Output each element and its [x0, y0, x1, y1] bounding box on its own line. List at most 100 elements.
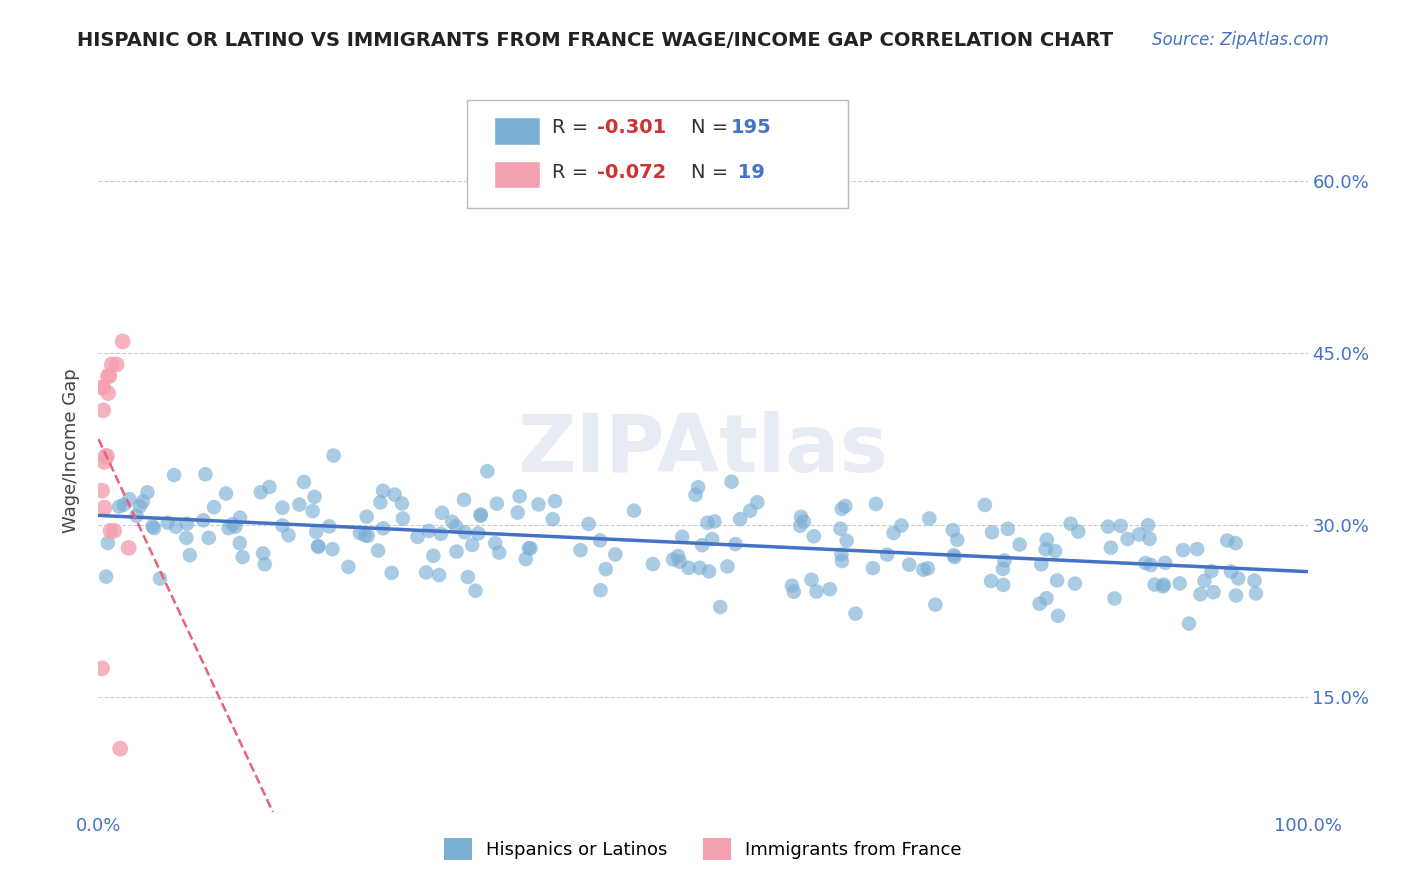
Point [1243, 574, 1265, 588]
Point [1046, 574, 1069, 588]
Point [716, 559, 738, 574]
Point [149, 572, 172, 586]
Point [125, 508, 148, 523]
Point [97, 386, 120, 401]
Point [685, 488, 707, 502]
Point [1008, 537, 1031, 551]
Point [831, 502, 853, 516]
Point [783, 584, 806, 599]
Point [830, 548, 852, 562]
Point [288, 498, 311, 512]
Point [747, 495, 769, 509]
Point [484, 536, 506, 550]
Point [1152, 579, 1174, 593]
Point [97, 536, 120, 550]
FancyBboxPatch shape [494, 161, 540, 188]
Point [1202, 585, 1225, 599]
Point [1220, 565, 1243, 579]
Point [666, 549, 689, 563]
Point [392, 511, 415, 525]
Point [218, 521, 240, 535]
Point [943, 549, 966, 564]
Point [307, 539, 329, 553]
Point [876, 548, 898, 562]
Text: -0.301: -0.301 [596, 118, 666, 137]
Point [1028, 597, 1050, 611]
Point [453, 492, 475, 507]
Point [1225, 589, 1247, 603]
Point [862, 561, 884, 575]
Point [305, 524, 328, 539]
Point [803, 529, 825, 543]
Point [1216, 533, 1239, 548]
Point [997, 522, 1019, 536]
Legend: Hispanics or Latinos, Immigrants from France: Hispanics or Latinos, Immigrants from Fr… [437, 831, 969, 868]
Point [865, 497, 887, 511]
Point [98, 368, 121, 383]
Point [1135, 556, 1157, 570]
Point [93, 455, 115, 469]
Point [94, 449, 117, 463]
Point [1227, 571, 1250, 585]
Point [96, 449, 118, 463]
Point [470, 508, 492, 523]
Point [406, 530, 429, 544]
Point [1036, 533, 1059, 547]
Point [215, 486, 238, 500]
Point [91, 403, 114, 417]
Point [834, 499, 856, 513]
Point [1128, 527, 1150, 541]
Point [946, 533, 969, 547]
Point [1059, 516, 1081, 531]
Point [700, 532, 723, 546]
Text: HISPANIC OR LATINO VS IMMIGRANTS FROM FRANCE WAGE/INCOME GAP CORRELATION CHART: HISPANIC OR LATINO VS IMMIGRANTS FROM FR… [77, 31, 1114, 50]
Point [697, 565, 720, 579]
Text: 19: 19 [731, 163, 765, 182]
Point [544, 494, 567, 508]
Point [252, 546, 274, 560]
Point [367, 543, 389, 558]
Point [517, 541, 540, 556]
Point [322, 449, 344, 463]
Point [898, 558, 921, 572]
Point [112, 498, 135, 512]
Point [973, 498, 995, 512]
Point [662, 552, 685, 566]
Point [142, 519, 165, 533]
Point [917, 561, 939, 575]
Point [229, 536, 252, 550]
Point [118, 492, 141, 507]
Point [193, 513, 215, 527]
Point [595, 562, 617, 576]
Point [806, 584, 828, 599]
Point [179, 548, 201, 562]
Point [942, 523, 965, 537]
Point [271, 518, 294, 533]
Point [277, 528, 299, 542]
Point [457, 570, 479, 584]
Point [993, 578, 1015, 592]
Point [485, 497, 508, 511]
Point [100, 358, 122, 372]
Point [470, 508, 492, 522]
Point [136, 485, 159, 500]
Point [1225, 536, 1247, 550]
Point [918, 511, 941, 525]
Point [197, 531, 219, 545]
Point [176, 531, 198, 545]
Point [94, 569, 117, 583]
Point [461, 538, 484, 552]
Point [381, 566, 404, 580]
Point [444, 519, 467, 533]
Point [224, 519, 246, 533]
Point [232, 549, 254, 564]
Point [477, 464, 499, 478]
Text: R =: R = [551, 118, 595, 137]
Point [1154, 556, 1177, 570]
Point [176, 516, 198, 531]
Point [143, 521, 166, 535]
Point [686, 480, 709, 494]
Point [709, 599, 731, 614]
Point [515, 552, 537, 566]
Text: N =: N = [690, 163, 734, 182]
